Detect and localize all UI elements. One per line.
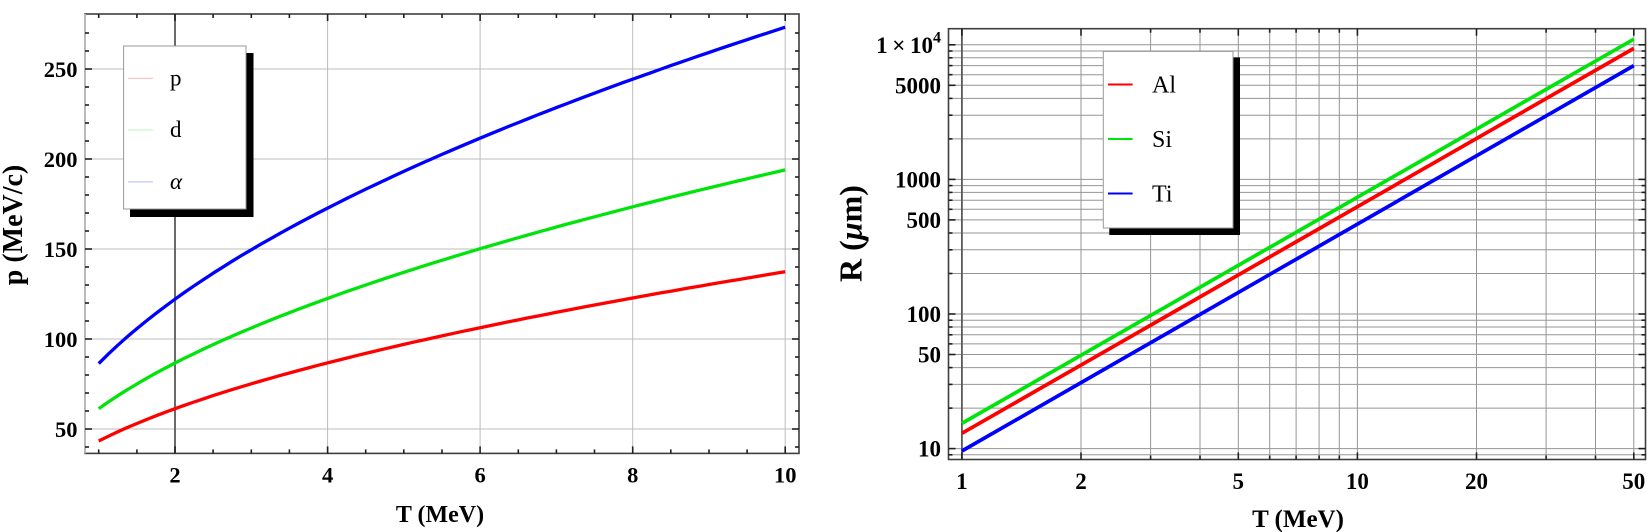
svg-text:10: 10 xyxy=(774,463,797,488)
svg-text:2: 2 xyxy=(169,463,180,488)
svg-text:200: 200 xyxy=(44,147,78,172)
svg-text:10: 10 xyxy=(918,437,941,462)
svg-text:Al: Al xyxy=(1152,73,1176,99)
svg-text:5000: 5000 xyxy=(895,73,941,98)
svg-text:d: d xyxy=(170,117,182,142)
svg-text:4: 4 xyxy=(322,463,333,488)
svg-text:2: 2 xyxy=(1075,469,1087,494)
svg-text:1000: 1000 xyxy=(895,167,941,192)
svg-text:1: 1 xyxy=(956,469,968,494)
svg-text:T (MeV): T (MeV) xyxy=(396,502,484,528)
svg-text:5: 5 xyxy=(1233,469,1245,494)
svg-text:10: 10 xyxy=(1346,469,1369,494)
svg-text:Ti: Ti xyxy=(1152,182,1173,208)
svg-text:p (MeV/c): p (MeV/c) xyxy=(0,165,29,286)
svg-text:8: 8 xyxy=(627,463,638,488)
svg-text:R (μm): R (μm) xyxy=(833,185,869,282)
svg-text:T (MeV): T (MeV) xyxy=(1252,506,1344,532)
svg-text:α: α xyxy=(170,169,183,194)
svg-text:250: 250 xyxy=(44,57,78,82)
svg-text:p: p xyxy=(170,65,182,90)
svg-text:50: 50 xyxy=(918,343,941,368)
svg-text:50: 50 xyxy=(55,417,78,442)
svg-text:50: 50 xyxy=(1622,469,1645,494)
svg-text:100: 100 xyxy=(44,327,78,352)
svg-text:20: 20 xyxy=(1465,469,1488,494)
svg-text:Si: Si xyxy=(1152,127,1172,153)
svg-text:500: 500 xyxy=(907,208,942,233)
svg-text:6: 6 xyxy=(474,463,485,488)
svg-text:100: 100 xyxy=(907,302,942,327)
svg-text:1 × 104: 1 × 104 xyxy=(876,29,941,58)
svg-text:150: 150 xyxy=(44,237,78,262)
